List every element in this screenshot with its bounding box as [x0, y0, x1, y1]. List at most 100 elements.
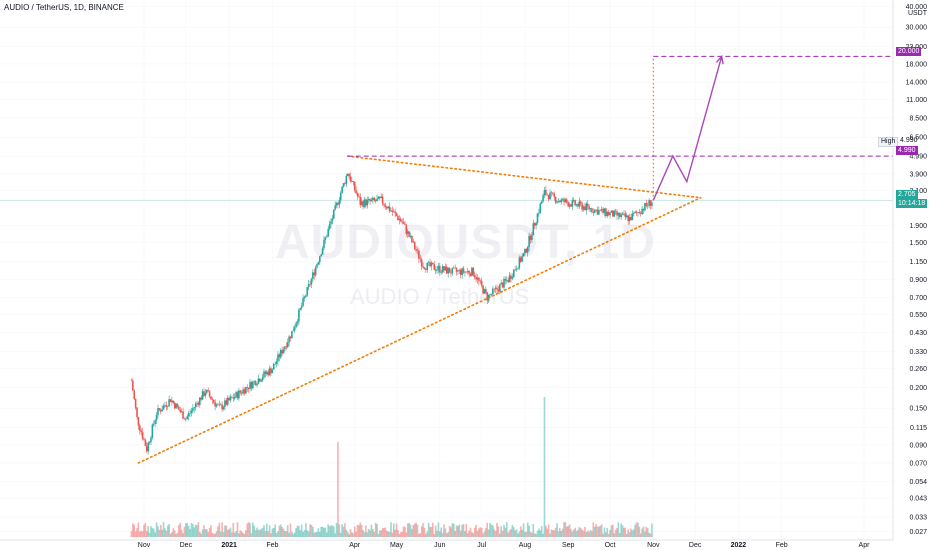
candle-body	[623, 213, 625, 215]
volume-bar	[210, 525, 212, 537]
price-tick-label: 0.027	[909, 529, 927, 536]
candle-body	[423, 267, 426, 270]
candle-body	[367, 198, 370, 200]
volume-bar	[185, 523, 187, 537]
price-tick-label: 0.033	[909, 515, 927, 522]
candle-body	[422, 266, 424, 268]
candle-body	[154, 420, 156, 424]
candle-body	[595, 209, 597, 211]
candle-body	[441, 266, 444, 273]
volume-bar	[183, 526, 186, 537]
volume-bar	[264, 530, 267, 537]
candle-body	[243, 389, 246, 394]
price-tick-label: 3.900	[909, 171, 927, 178]
time-tick-label: Dec	[180, 542, 193, 549]
time-tick-label: Aug	[519, 542, 532, 549]
candle-body	[328, 224, 331, 229]
volume-bar	[331, 525, 334, 537]
volume-bar	[559, 528, 561, 537]
volume-bar	[416, 524, 419, 537]
candle-body	[635, 211, 638, 213]
volume-bar	[401, 531, 403, 537]
time-tick-label: Apr	[349, 542, 361, 549]
candle-body	[166, 406, 169, 407]
candle-body	[514, 269, 516, 271]
volume-bar	[571, 531, 574, 537]
volume-bar	[200, 533, 203, 537]
candle-body	[620, 214, 623, 218]
volume-bar	[567, 525, 569, 537]
candle-body	[323, 239, 325, 249]
volume-bar	[526, 522, 529, 537]
volume-bar	[260, 529, 263, 537]
volume-bar	[497, 526, 500, 537]
volume-bar	[623, 527, 625, 537]
volume-bar	[585, 532, 588, 537]
candle-body	[510, 275, 512, 279]
candle-body	[331, 218, 334, 222]
volume-bar	[406, 523, 409, 537]
volume-bar	[242, 532, 244, 537]
volume-bar	[492, 525, 494, 537]
candle-body	[545, 189, 547, 195]
candle-body	[158, 408, 161, 410]
candle-body	[455, 268, 458, 272]
volume-bars	[130, 397, 653, 537]
volume-bar	[298, 526, 300, 537]
candle-body	[592, 212, 595, 213]
candle-body	[232, 397, 235, 399]
candle-body	[452, 267, 455, 269]
candle-body	[505, 280, 508, 281]
candle-body	[235, 392, 237, 397]
volume-bar	[482, 533, 484, 537]
volume-bar	[268, 525, 271, 537]
volume-bar	[426, 531, 429, 537]
volume-bar	[189, 529, 191, 537]
volume-bar	[208, 527, 211, 537]
candle-body	[134, 398, 137, 408]
volume-bar	[253, 525, 256, 537]
volume-bar	[155, 522, 158, 537]
volume-bar	[178, 524, 180, 537]
volume-bar	[233, 532, 236, 537]
time-tick-label: 2022	[731, 542, 747, 549]
candle-body	[260, 380, 263, 382]
candle-body	[479, 280, 482, 282]
candle-body	[219, 404, 222, 406]
volume-bar	[387, 531, 389, 537]
volume-bar	[607, 533, 610, 537]
volume-bar	[485, 527, 487, 537]
volume-bar	[201, 529, 204, 537]
volume-bar	[595, 524, 597, 537]
candle-body	[468, 270, 470, 274]
price-tick-label: 6.500	[909, 135, 927, 142]
candle-body	[563, 198, 565, 203]
candle-body	[628, 217, 631, 222]
candle-body	[521, 256, 523, 262]
candle-body	[215, 404, 218, 407]
candle-body	[600, 208, 603, 211]
triangle-support-line	[137, 196, 702, 464]
candle-body	[381, 196, 384, 204]
volume-bar	[574, 527, 576, 537]
candle-body	[606, 212, 609, 216]
volume-bar	[211, 532, 214, 537]
candle-body	[430, 262, 433, 267]
volume-bar	[362, 529, 364, 537]
volume-bar	[556, 523, 558, 537]
time-tick-label: Nov	[138, 542, 151, 549]
candle-body	[151, 424, 154, 438]
volume-bar	[150, 526, 152, 537]
candle-body	[199, 397, 201, 405]
volume-bar	[409, 524, 412, 537]
volume-bar	[503, 525, 505, 537]
candle-body	[493, 288, 496, 290]
high-label: High	[878, 137, 899, 147]
candle-body	[584, 206, 586, 211]
candle-body	[383, 203, 385, 206]
volume-bar	[176, 532, 179, 537]
volume-bar	[313, 532, 316, 537]
volume-bar	[187, 525, 190, 537]
candle-body	[489, 294, 491, 295]
